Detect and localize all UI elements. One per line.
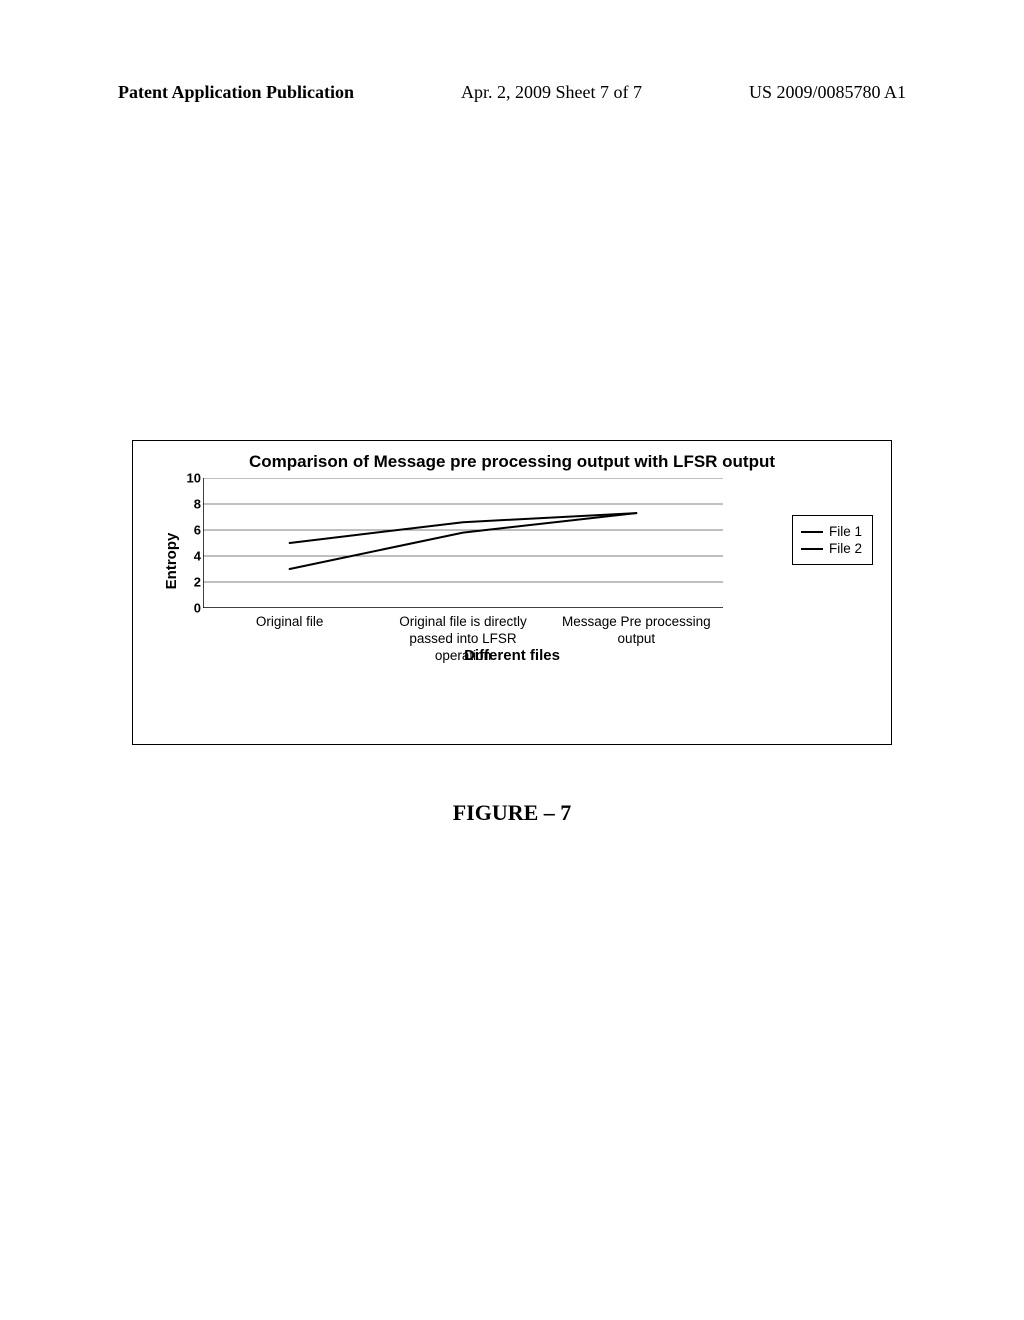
legend-swatch [801,531,823,533]
legend-item: File 1 [801,524,862,539]
chart-title: Comparison of Message pre processing out… [133,441,891,478]
series-line [290,513,637,543]
page-header: Patent Application Publication Apr. 2, 2… [118,82,906,103]
figure-caption: FIGURE – 7 [0,800,1024,826]
y-tick-labels: 0246810 [173,478,201,608]
chart-body: Entropy 0246810 Original fileOriginal fi… [133,478,891,643]
header-left: Patent Application Publication [118,82,354,103]
header-center: Apr. 2, 2009 Sheet 7 of 7 [461,82,642,103]
x-category-label: Message Pre processing output [550,614,723,665]
y-tick-label: 10 [187,471,201,486]
y-tick-label: 6 [194,523,201,538]
x-category-label: Original file [203,614,376,665]
legend-swatch [801,548,823,550]
y-tick-label: 0 [194,601,201,616]
y-tick-label: 2 [194,575,201,590]
legend-item: File 2 [801,541,862,556]
header-right: US 2009/0085780 A1 [749,82,906,103]
chart-container: Comparison of Message pre processing out… [132,440,892,745]
x-category-labels: Original fileOriginal file is directly p… [203,614,723,665]
chart-legend: File 1 File 2 [792,515,873,565]
page: Patent Application Publication Apr. 2, 2… [0,0,1024,1320]
line-chart-svg [203,478,723,608]
legend-label: File 2 [829,541,862,556]
y-tick-label: 4 [194,549,201,564]
y-tick-label: 8 [194,497,201,512]
x-category-label: Original file is directly passed into LF… [376,614,549,665]
legend-label: File 1 [829,524,862,539]
plot-area [203,478,723,608]
